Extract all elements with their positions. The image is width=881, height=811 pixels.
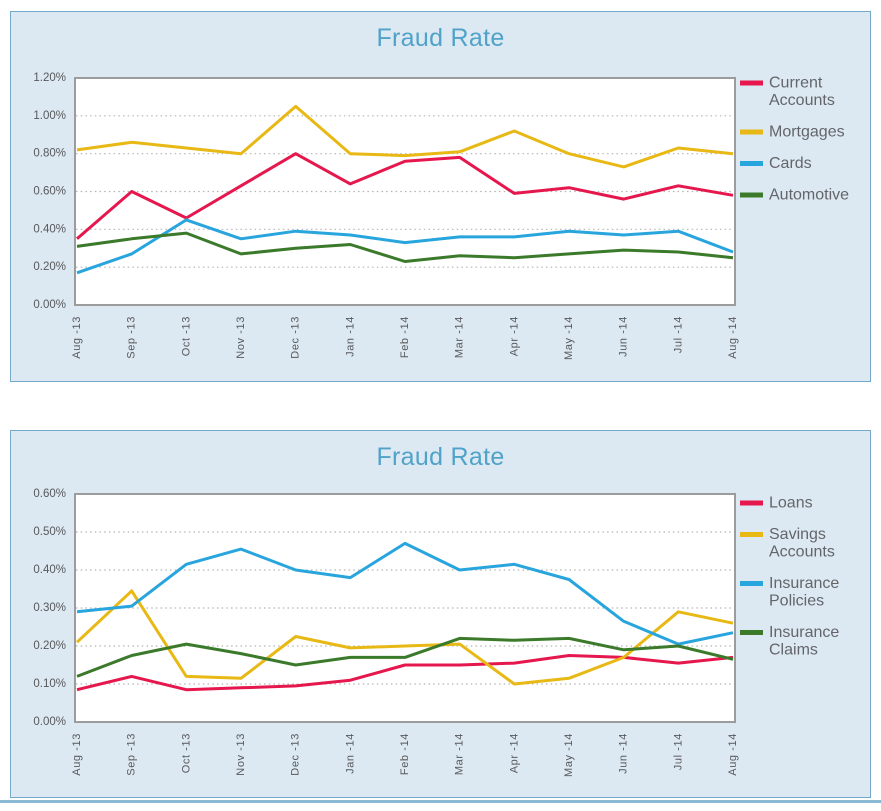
y-axis-tick-label: 0.10% (33, 678, 66, 690)
x-axis-tick-label: Oct -13 (180, 733, 192, 773)
x-axis-tick-label: Dec -13 (290, 733, 302, 776)
chart-title-bottom: Fraud Rate (376, 443, 505, 471)
x-axis-tick-label: May -14 (563, 733, 575, 777)
fraud-rate-line-chart-top: 1.20% 1.00% 0.80% 0.60% 0.40% 0.20% 0.00% Aug -… (33, 72, 849, 360)
fraud-rate-panel-top: Fraud Rate 1.20% 1.00% 0.80% 0.60% 0.40% 0.20… (10, 11, 871, 382)
x-axis-tick-label: Jun -14 (618, 733, 630, 774)
next-section-top-edge (0, 800, 881, 803)
legend-label-current-accounts: Accounts (769, 92, 835, 109)
x-axis-tick-label: Feb -14 (399, 316, 411, 358)
x-axis-tick-label: Oct -13 (180, 316, 192, 356)
y-axis-tick-label: 0.50% (33, 526, 66, 538)
chart-title-top: Fraud Rate (376, 24, 505, 52)
x-axis-tick-label: Aug -13 (71, 316, 83, 359)
y-axis-tick-label: 0.40% (33, 223, 66, 235)
series-line-insurance-policies (76, 541, 734, 646)
y-axis-tick-label: 0.60% (33, 488, 66, 500)
series-line-savings-accounts (75, 589, 734, 686)
x-axis-tick-label: Aug -14 (727, 733, 739, 776)
legend-label-automotive: Automotive (769, 187, 849, 204)
legend-label-savings-accounts: Accounts (769, 544, 835, 561)
x-axis-tick-label: Jan -14 (344, 733, 356, 774)
y-axis-tick-label: 0.00% (33, 716, 66, 728)
legend-label-mortgages: Mortgages (769, 124, 845, 141)
y-axis-tick-label: 0.80% (33, 148, 66, 160)
x-axis-tick-label: Jul -14 (672, 733, 684, 770)
x-axis-tick-label: Jan -14 (344, 316, 356, 357)
y-axis-tick-label: 0.30% (33, 602, 66, 614)
x-axis-tick-label: Dec -13 (290, 316, 302, 359)
legend-label-insurance-policies: Insurance (769, 575, 839, 592)
y-axis-tick-label: 0.20% (33, 640, 66, 652)
legend-label-current-accounts: Current (769, 75, 823, 92)
x-axis-tick-label: Apr -14 (508, 316, 520, 356)
series-line-current-accounts (76, 152, 734, 240)
x-axis-tick-label: Sep -13 (126, 316, 138, 359)
fraud-rate-panel-bottom: Fraud Rate 0.60% 0.50% 0.40% 0.30% 0.20% 0.10… (10, 430, 871, 798)
legend-label-insurance-policies: Policies (769, 593, 824, 610)
legend-label-cards: Cards (769, 155, 812, 172)
y-axis-tick-label: 0.20% (33, 261, 66, 273)
x-axis-tick-label: Apr -14 (508, 733, 520, 773)
x-axis-tick-label: Feb -14 (399, 733, 411, 775)
x-axis-tick-label: Jun -14 (618, 316, 630, 357)
x-axis-tick-label: Aug -14 (727, 316, 739, 359)
legend-label-insurance-claims: Insurance (769, 624, 839, 641)
legend-label-loans: Loans (769, 495, 813, 512)
x-axis-tick-label: Nov -13 (235, 733, 247, 776)
legend-label-insurance-claims: Claims (769, 642, 818, 659)
y-axis-tick-label: 0.60% (33, 186, 66, 198)
y-axis-tick-label: 0.40% (33, 564, 66, 576)
series-line-insurance-claims (76, 636, 734, 678)
x-axis-tick-label: Mar -14 (454, 316, 466, 358)
fraud-rate-line-chart-bottom: 0.60% 0.50% 0.40% 0.30% 0.20% 0.10% 0.00% Aug -… (33, 488, 839, 777)
x-axis-tick-label: May -14 (563, 316, 575, 360)
y-axis-tick-label: 0.00% (33, 299, 66, 311)
x-axis-tick-label: Aug -13 (71, 733, 83, 776)
x-axis-tick-label: Mar -14 (454, 733, 466, 775)
x-axis-tick-label: Sep -13 (126, 733, 138, 776)
series-line-mortgages (76, 104, 734, 169)
x-axis-tick-label: Jul -14 (672, 316, 684, 353)
series-line-automotive (76, 231, 734, 263)
legend-label-savings-accounts: Savings (769, 526, 826, 543)
series-line-cards (76, 218, 734, 275)
y-axis-tick-label: 1.20% (33, 72, 66, 84)
y-axis-tick-label: 1.00% (33, 110, 66, 122)
x-axis-tick-label: Nov -13 (235, 316, 247, 359)
